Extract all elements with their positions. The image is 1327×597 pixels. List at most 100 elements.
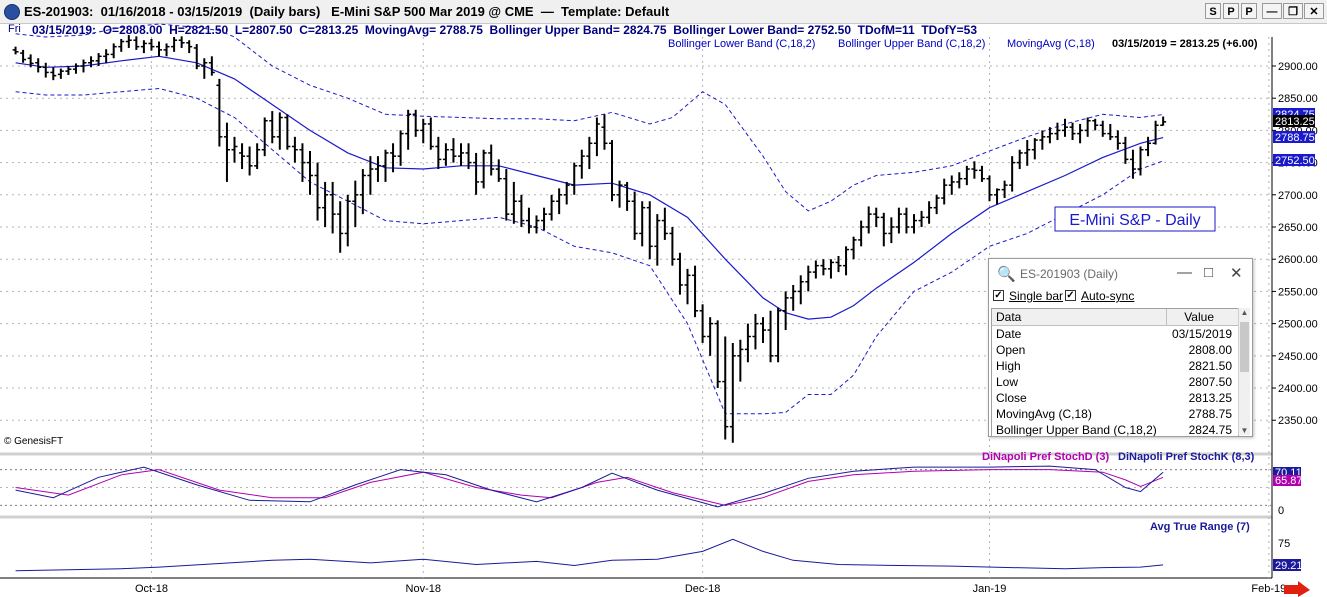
ohlc-bar <box>858 220 865 247</box>
ohlc-bar <box>307 151 313 195</box>
data-table-scrollbar[interactable]: ▲ ▼ <box>1238 308 1250 435</box>
ohlc-bar <box>95 53 102 66</box>
chart-label: E-Mini S&P - Daily <box>1069 212 1200 229</box>
legend-stoch-d: DiNapoli Pref StochD (3) <box>982 451 1109 463</box>
table-row[interactable]: Bollinger Upper Band (C,18,2) 2824.75 <box>992 422 1238 437</box>
minimize-icon[interactable]: — <box>1262 3 1282 19</box>
ohlc-bar <box>163 43 170 57</box>
ohlc-bar <box>458 143 464 166</box>
ohlc-bar <box>918 210 925 228</box>
auto-sync-label[interactable]: Auto-sync <box>1081 289 1135 303</box>
ohlc-bar <box>1084 117 1091 137</box>
ohlc-bar <box>503 169 510 221</box>
single-bar-label[interactable]: Single bar <box>1009 289 1064 303</box>
row-value: 2788.75 <box>1188 407 1232 421</box>
scroll-up-icon[interactable]: ▲ <box>1240 308 1249 317</box>
app-globe-icon <box>4 4 20 20</box>
quote-values: 03/15/2019: O=2808.00 H=2821.50 L=2807.5… <box>32 23 978 37</box>
ohlc-bar <box>820 259 827 276</box>
ohlc-bar <box>50 67 57 81</box>
data-window-titlebar[interactable]: 🔍 ES-201903 (Daily) — □ ✕ <box>989 259 1252 287</box>
ohlc-bar <box>654 214 661 266</box>
ohlc-bar <box>888 217 895 244</box>
ohlc-bar <box>329 181 336 234</box>
row-label: MovingAvg (C,18) <box>996 407 1092 421</box>
ohlc-bar <box>1160 116 1167 126</box>
ohlc-bar <box>775 307 782 363</box>
window-titlebar: ES-201903: 01/16/2018 - 03/15/2019 (Dail… <box>0 0 1327 24</box>
ohlc-bar <box>744 323 751 363</box>
ohlc-bar <box>405 109 412 150</box>
ohlc-bar <box>216 78 223 147</box>
print-button[interactable]: P <box>1241 3 1257 19</box>
time-tick-label: Nov-18 <box>406 583 441 595</box>
ohlc-bar <box>1129 149 1136 179</box>
ohlc-bar <box>299 143 306 182</box>
ohlc-bar <box>1092 118 1099 131</box>
single-bar-checkbox[interactable]: ✓ <box>993 290 1004 301</box>
close-icon[interactable]: ✕ <box>1230 265 1243 282</box>
ohlc-bar <box>337 201 344 253</box>
ohlc-bar <box>125 35 132 48</box>
ohlc-bar <box>186 40 193 54</box>
ohlc-bar <box>42 62 49 78</box>
ohlc-bar <box>850 236 857 260</box>
copyright-label: © GenesisFT <box>4 436 63 447</box>
scroll-right-arrow-icon[interactable] <box>1284 581 1310 597</box>
stoch-d-flag <box>1273 475 1301 486</box>
legend-stoch-k: DiNapoli Pref StochK (8,3) <box>1118 451 1255 463</box>
ohlc-bar <box>57 68 64 79</box>
column-header-data[interactable]: Data <box>996 310 1022 324</box>
table-row[interactable]: Close 2813.25 <box>992 390 1238 406</box>
ohlc-bar <box>442 143 449 166</box>
ohlc-bar <box>994 188 1001 205</box>
auto-sync-checkbox[interactable]: ✓ <box>1065 290 1076 301</box>
time-tick-label: Oct-18 <box>135 583 168 595</box>
ohlc-bar <box>805 265 812 292</box>
ohlc-bar <box>797 275 804 305</box>
table-row[interactable]: High 2821.50 <box>992 358 1238 374</box>
price-tick-label: 2600.00 <box>1278 254 1318 266</box>
s-button[interactable]: S <box>1205 3 1221 19</box>
maximize-icon[interactable]: □ <box>1204 264 1214 281</box>
legend-last-price: 03/15/2019 = 2813.25 (+6.00) <box>1112 38 1258 50</box>
table-row[interactable]: Low 2807.50 <box>992 374 1238 390</box>
scroll-down-icon[interactable]: ▼ <box>1240 426 1249 435</box>
table-row[interactable]: MovingAvg (C,18) 2788.75 <box>992 406 1238 422</box>
minimize-icon[interactable]: — <box>1177 264 1192 281</box>
ohlc-bar <box>1099 120 1106 137</box>
data-window[interactable]: 🔍 ES-201903 (Daily) — □ ✕ ✓ Single bar ✓… <box>988 258 1253 437</box>
row-value: 2807.50 <box>1188 375 1232 389</box>
ohlc-bar <box>699 304 706 343</box>
lower-band-value: 2752.50 <box>1275 155 1315 167</box>
ohlc-bar <box>737 339 744 382</box>
ohlc-bar <box>344 194 351 247</box>
table-row[interactable]: Date 03/15/2019 <box>992 326 1238 342</box>
ohlc-bar <box>646 201 653 260</box>
data-table[interactable]: Data Value Date 03/15/2019 Open 2808.00 Hi… <box>991 308 1239 437</box>
ohlc-bar <box>525 207 532 234</box>
column-header-value[interactable]: Value <box>1184 310 1214 324</box>
indicator-layer <box>15 465 1164 572</box>
ohlc-bar <box>790 284 797 311</box>
ohlc-bar <box>473 152 480 195</box>
p-button[interactable]: P <box>1223 3 1239 19</box>
window-title: ES-201903: 01/16/2018 - 03/15/2019 (Dail… <box>24 4 670 19</box>
legend-moving-avg: MovingAvg (C,18) <box>1007 38 1095 50</box>
ohlc-bar <box>903 207 910 234</box>
close-icon[interactable]: ✕ <box>1304 3 1324 19</box>
table-row[interactable]: Open 2808.00 <box>992 342 1238 358</box>
ohlc-bar <box>103 49 110 64</box>
row-value: 2824.75 <box>1188 423 1232 437</box>
ohlc-bar <box>835 255 842 273</box>
maximize-icon[interactable]: ❐ <box>1283 3 1303 19</box>
ohlc-bar <box>948 175 955 195</box>
ohlc-bar <box>714 320 721 389</box>
atr-line <box>15 538 1164 572</box>
column-separator[interactable] <box>1166 309 1167 325</box>
ohlc-bar <box>616 180 623 208</box>
ohlc-bar <box>156 41 162 57</box>
scrollbar-thumb[interactable] <box>1240 322 1249 372</box>
ohlc-bar <box>488 144 495 176</box>
